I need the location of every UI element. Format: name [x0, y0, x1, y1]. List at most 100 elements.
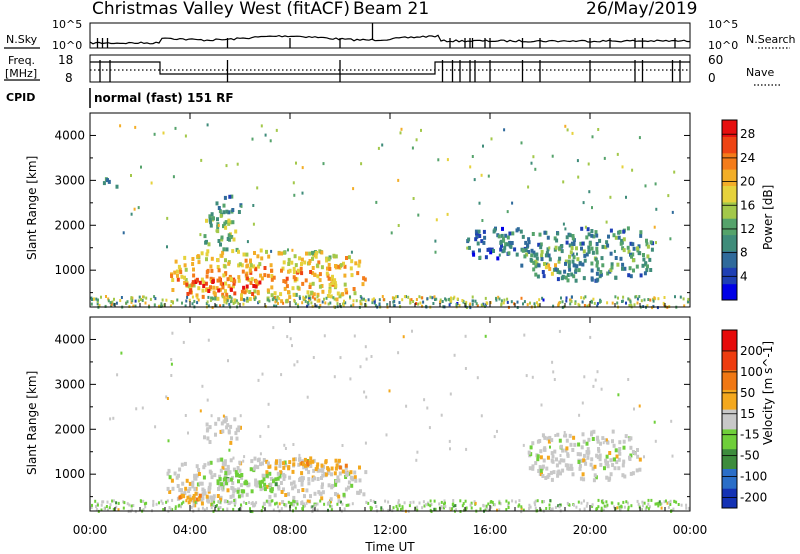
x-tick-label: 08:00: [273, 523, 308, 537]
data-cell: [434, 507, 437, 511]
data-cell: [239, 483, 243, 488]
data-cell: [212, 285, 216, 290]
data-cell: [257, 457, 261, 462]
data-cell: [655, 207, 658, 211]
data-cell: [264, 133, 267, 137]
data-cell: [471, 250, 475, 255]
data-cell: [558, 270, 562, 275]
data-cell: [317, 260, 321, 265]
y-tick-label: 4000: [54, 128, 85, 142]
x-tick-label: 16:00: [473, 523, 508, 537]
data-cell: [568, 243, 572, 248]
data-cell: [231, 493, 235, 498]
data-cell: [576, 452, 580, 457]
data-cell: [545, 262, 549, 267]
nave-tick-top: 60: [708, 53, 723, 67]
data-cell: [613, 457, 616, 462]
data-cell: [117, 508, 120, 512]
data-cell: [433, 295, 436, 299]
data-cell: [204, 281, 208, 286]
data-cell: [465, 506, 468, 510]
data-cell: [205, 252, 209, 257]
data-cell: [212, 496, 216, 501]
data-cell: [522, 443, 525, 447]
data-cell: [548, 257, 552, 262]
data-cell: [162, 131, 165, 135]
data-cell: [501, 236, 505, 241]
data-cell: [462, 502, 465, 506]
data-cell: [267, 254, 271, 259]
data-cell: [645, 242, 649, 247]
time-x-axis: 00:00 04:00 08:00 12:00 16:00 20:00 00:00: [73, 113, 707, 537]
data-cell: [108, 506, 111, 510]
data-cell: [191, 257, 195, 261]
data-cell: [313, 476, 316, 481]
data-cell: [201, 506, 204, 510]
data-cell: [593, 473, 597, 478]
data-cell: [403, 295, 406, 299]
data-cell: [370, 506, 373, 510]
data-cell: [582, 296, 585, 300]
data-cell: [625, 301, 627, 305]
data-cell: [272, 508, 275, 512]
data-cell: [216, 278, 220, 283]
data-cell: [222, 273, 226, 278]
data-cell: [647, 498, 650, 502]
data-cell: [596, 304, 599, 308]
data-cell: [95, 508, 98, 511]
data-cell: [197, 468, 201, 472]
data-cell: [189, 288, 193, 293]
data-cell: [526, 243, 530, 248]
data-cell: [604, 245, 608, 250]
data-cell: [301, 191, 304, 195]
data-cell: [533, 501, 536, 505]
data-cell: [283, 503, 286, 506]
data-cell: [344, 470, 348, 475]
data-cell: [194, 476, 198, 481]
data-cell: [261, 473, 265, 478]
data-cell: [675, 500, 678, 504]
data-cell: [636, 246, 639, 251]
data-cell: [205, 218, 208, 223]
data-cell: [168, 506, 171, 509]
data-cell: [105, 505, 108, 508]
data-cell: [229, 494, 233, 499]
data-cell: [253, 295, 256, 300]
data-cell: [345, 256, 348, 260]
data-cell: [312, 356, 315, 359]
data-cell: [611, 501, 614, 505]
data-cell: [593, 301, 596, 305]
data-cell: [191, 295, 194, 299]
data-cell: [269, 263, 273, 268]
data-cell: [598, 453, 602, 458]
data-cell: [636, 454, 640, 459]
data-cell: [556, 432, 560, 437]
power-colorbar-label: Power [dB]: [761, 185, 775, 250]
data-cell: [650, 247, 654, 252]
data-cell: [275, 501, 278, 505]
data-cell: [294, 506, 297, 510]
data-cell: [520, 263, 524, 268]
data-cell: [276, 471, 280, 476]
data-cell: [324, 472, 328, 477]
data-cell: [585, 235, 589, 240]
data-cell: [256, 186, 259, 190]
data-cell: [456, 297, 459, 301]
data-cell: [115, 301, 118, 305]
data-cell: [354, 261, 358, 266]
data-cell: [165, 500, 168, 504]
data-cell: [637, 502, 640, 506]
data-cell: [217, 206, 221, 210]
data-cell: [204, 239, 208, 244]
data-cell: [186, 295, 189, 299]
data-cell: [484, 303, 487, 307]
data-cell: [465, 302, 467, 306]
data-cell: [203, 234, 207, 239]
data-cell: [571, 252, 575, 257]
data-cell: [514, 500, 517, 504]
data-cell: [239, 414, 242, 418]
data-cell: [308, 297, 311, 301]
data-cell: [293, 254, 297, 259]
data-cell: [221, 285, 225, 290]
